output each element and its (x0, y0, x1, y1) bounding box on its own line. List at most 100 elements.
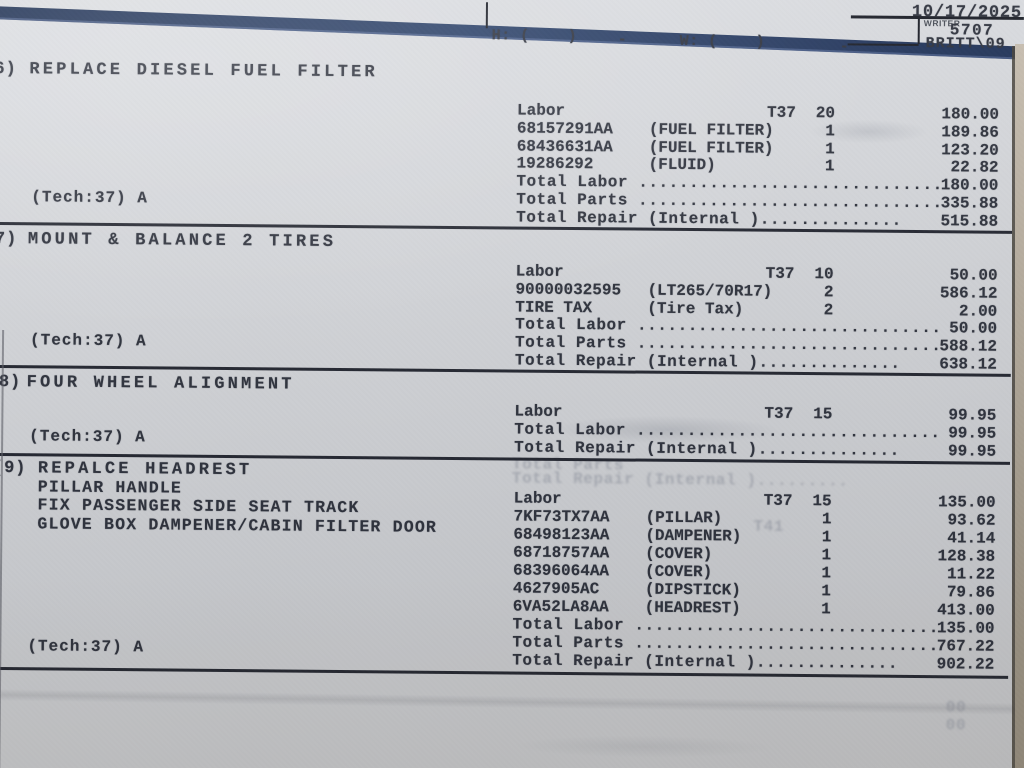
ghost-bleed-text: Total Repair (Internal )......... (511, 469, 849, 491)
bleed-through-layer: Total Parts Total Repair (Internal ).....… (0, 0, 1024, 734)
tech-line: (Tech:37) A (27, 637, 145, 657)
work-phone-field: W: ( ) (679, 32, 766, 51)
part-description: (FUEL FILTER) (648, 138, 774, 158)
quantity: 15 (813, 405, 833, 424)
total-amount: 135.00 (936, 619, 995, 638)
quantity: 2 (823, 282, 834, 302)
part-description: (LT265/70R17) (647, 281, 773, 301)
part-description: (FUEL FILTER) (648, 120, 774, 140)
section-number: 6) (0, 59, 17, 80)
quantity: 1 (825, 122, 835, 141)
quantity: 20 (815, 104, 836, 123)
amount: 189.86 (941, 123, 999, 142)
amount: 123.20 (941, 140, 999, 160)
part-description: (Tire Tax) (647, 299, 744, 319)
part-description: (COVER) (644, 562, 713, 582)
ghost-bleed-text: 00 (945, 716, 967, 735)
amount: 180.00 (941, 105, 1000, 124)
quantity: 2 (823, 300, 834, 319)
part-description: (FLUID) (648, 156, 716, 175)
quantity: 15 (812, 492, 832, 511)
part-code: 68498123AA (513, 525, 610, 545)
quantity: 1 (824, 157, 835, 176)
amount: 93.62 (947, 511, 996, 530)
part-code: 68436631AA (516, 137, 613, 156)
total-amount: 335.88 (940, 194, 999, 213)
quantity: 1 (821, 528, 832, 547)
quantity: 1 (821, 546, 832, 565)
amount: 41.14 (947, 529, 996, 548)
amount: 2.00 (958, 301, 998, 321)
section-title-line: GLOVE BOX DAMPENER/CABIN FILTER DOOR (37, 513, 438, 537)
labor-tech-code: T37 (766, 103, 796, 122)
total-row: Total Repair (Internal ).............. 90… (512, 651, 996, 673)
total-amount: 180.00 (940, 176, 999, 195)
tech-line: (Tech:37) A (29, 427, 146, 447)
quantity: 1 (821, 564, 832, 583)
bleed-smudge (513, 734, 774, 759)
total-amount: 50.00 (949, 319, 998, 339)
amount: 128.38 (937, 547, 996, 566)
amount: 50.00 (949, 266, 998, 285)
part-code: Labor (515, 262, 564, 281)
part-code: Labor (514, 402, 563, 421)
part-description: (PILLAR) (645, 508, 723, 528)
total-amount: 99.95 (948, 441, 997, 461)
ghost-bleed-text: 00 (945, 698, 967, 717)
labor-tech-code: T37 (763, 491, 793, 510)
work-phone-dash: - (839, 38, 850, 56)
paper-edge-right-strip (1015, 44, 1024, 768)
part-code: 4627905AC (512, 579, 600, 599)
writer-box-vertical-rule (917, 18, 920, 45)
amount: 11.22 (946, 565, 996, 584)
part-description: (HEADREST) (644, 598, 741, 618)
quantity: 1 (821, 510, 832, 529)
amount: 135.00 (937, 493, 996, 512)
total-label: Total Repair (Internal ).............. (514, 438, 900, 460)
section-title-line: MOUNT & BALANCE 2 TIRES (27, 230, 337, 252)
tech-line: (Tech:37) A (29, 331, 147, 351)
quantity: 1 (821, 600, 831, 619)
amount: 22.82 (950, 158, 999, 178)
part-code: 7KF73TX7AA (513, 507, 610, 527)
paper-edge-left (0, 330, 5, 768)
part-code: 90000032595 (515, 280, 622, 300)
section-title-line: FOUR WHEEL ALIGNMENT (26, 373, 295, 395)
part-code: 19286292 (516, 154, 594, 174)
total-label: Total Repair (Internal ).............. (512, 651, 899, 673)
part-description: (COVER) (645, 544, 713, 564)
amount: 413.00 (937, 601, 995, 620)
part-code: Labor (516, 101, 566, 120)
labor-tech-code: T37 (764, 404, 794, 423)
section-title-line: PILLAR HANDLE (37, 477, 183, 498)
part-description: (DAMPENER) (645, 526, 742, 546)
tech-line: (Tech:37) A (31, 188, 148, 208)
part-code: 68718757AA (513, 543, 610, 563)
amount: 99.95 (948, 406, 997, 425)
section-number: 7) (0, 229, 18, 250)
total-amount: 515.88 (940, 212, 999, 231)
part-code: Labor (513, 489, 562, 508)
total-amount: 99.95 (948, 424, 997, 443)
total-amount: 902.22 (936, 655, 995, 674)
part-code: 68157291AA (516, 119, 613, 139)
labor-tech-code: T37 (765, 264, 795, 283)
paper-edge-right-line (1012, 46, 1015, 768)
repair-sections: 6) REPLACE DIESEL FUEL FILTER Labor T37 20 18… (0, 0, 1024, 679)
total-amount: 767.22 (936, 637, 995, 656)
home-phone-field: H: ( ) (491, 27, 578, 46)
total-amount: 638.12 (939, 355, 997, 374)
writer-name: BRITT\09 (925, 35, 1006, 53)
section-title-line: REPLACE DIESEL FUEL FILTER (29, 60, 378, 83)
home-phone-dash: - (617, 31, 628, 49)
part-code: TIRE TAX (515, 298, 593, 317)
amount: 586.12 (939, 284, 998, 303)
quantity: 1 (821, 582, 831, 601)
header-vertical-rule-left (485, 2, 488, 29)
quantity: 10 (814, 265, 834, 284)
part-description: (DIPSTICK) (644, 580, 741, 600)
quantity: 1 (825, 139, 835, 158)
amount: 79.86 (946, 583, 995, 602)
